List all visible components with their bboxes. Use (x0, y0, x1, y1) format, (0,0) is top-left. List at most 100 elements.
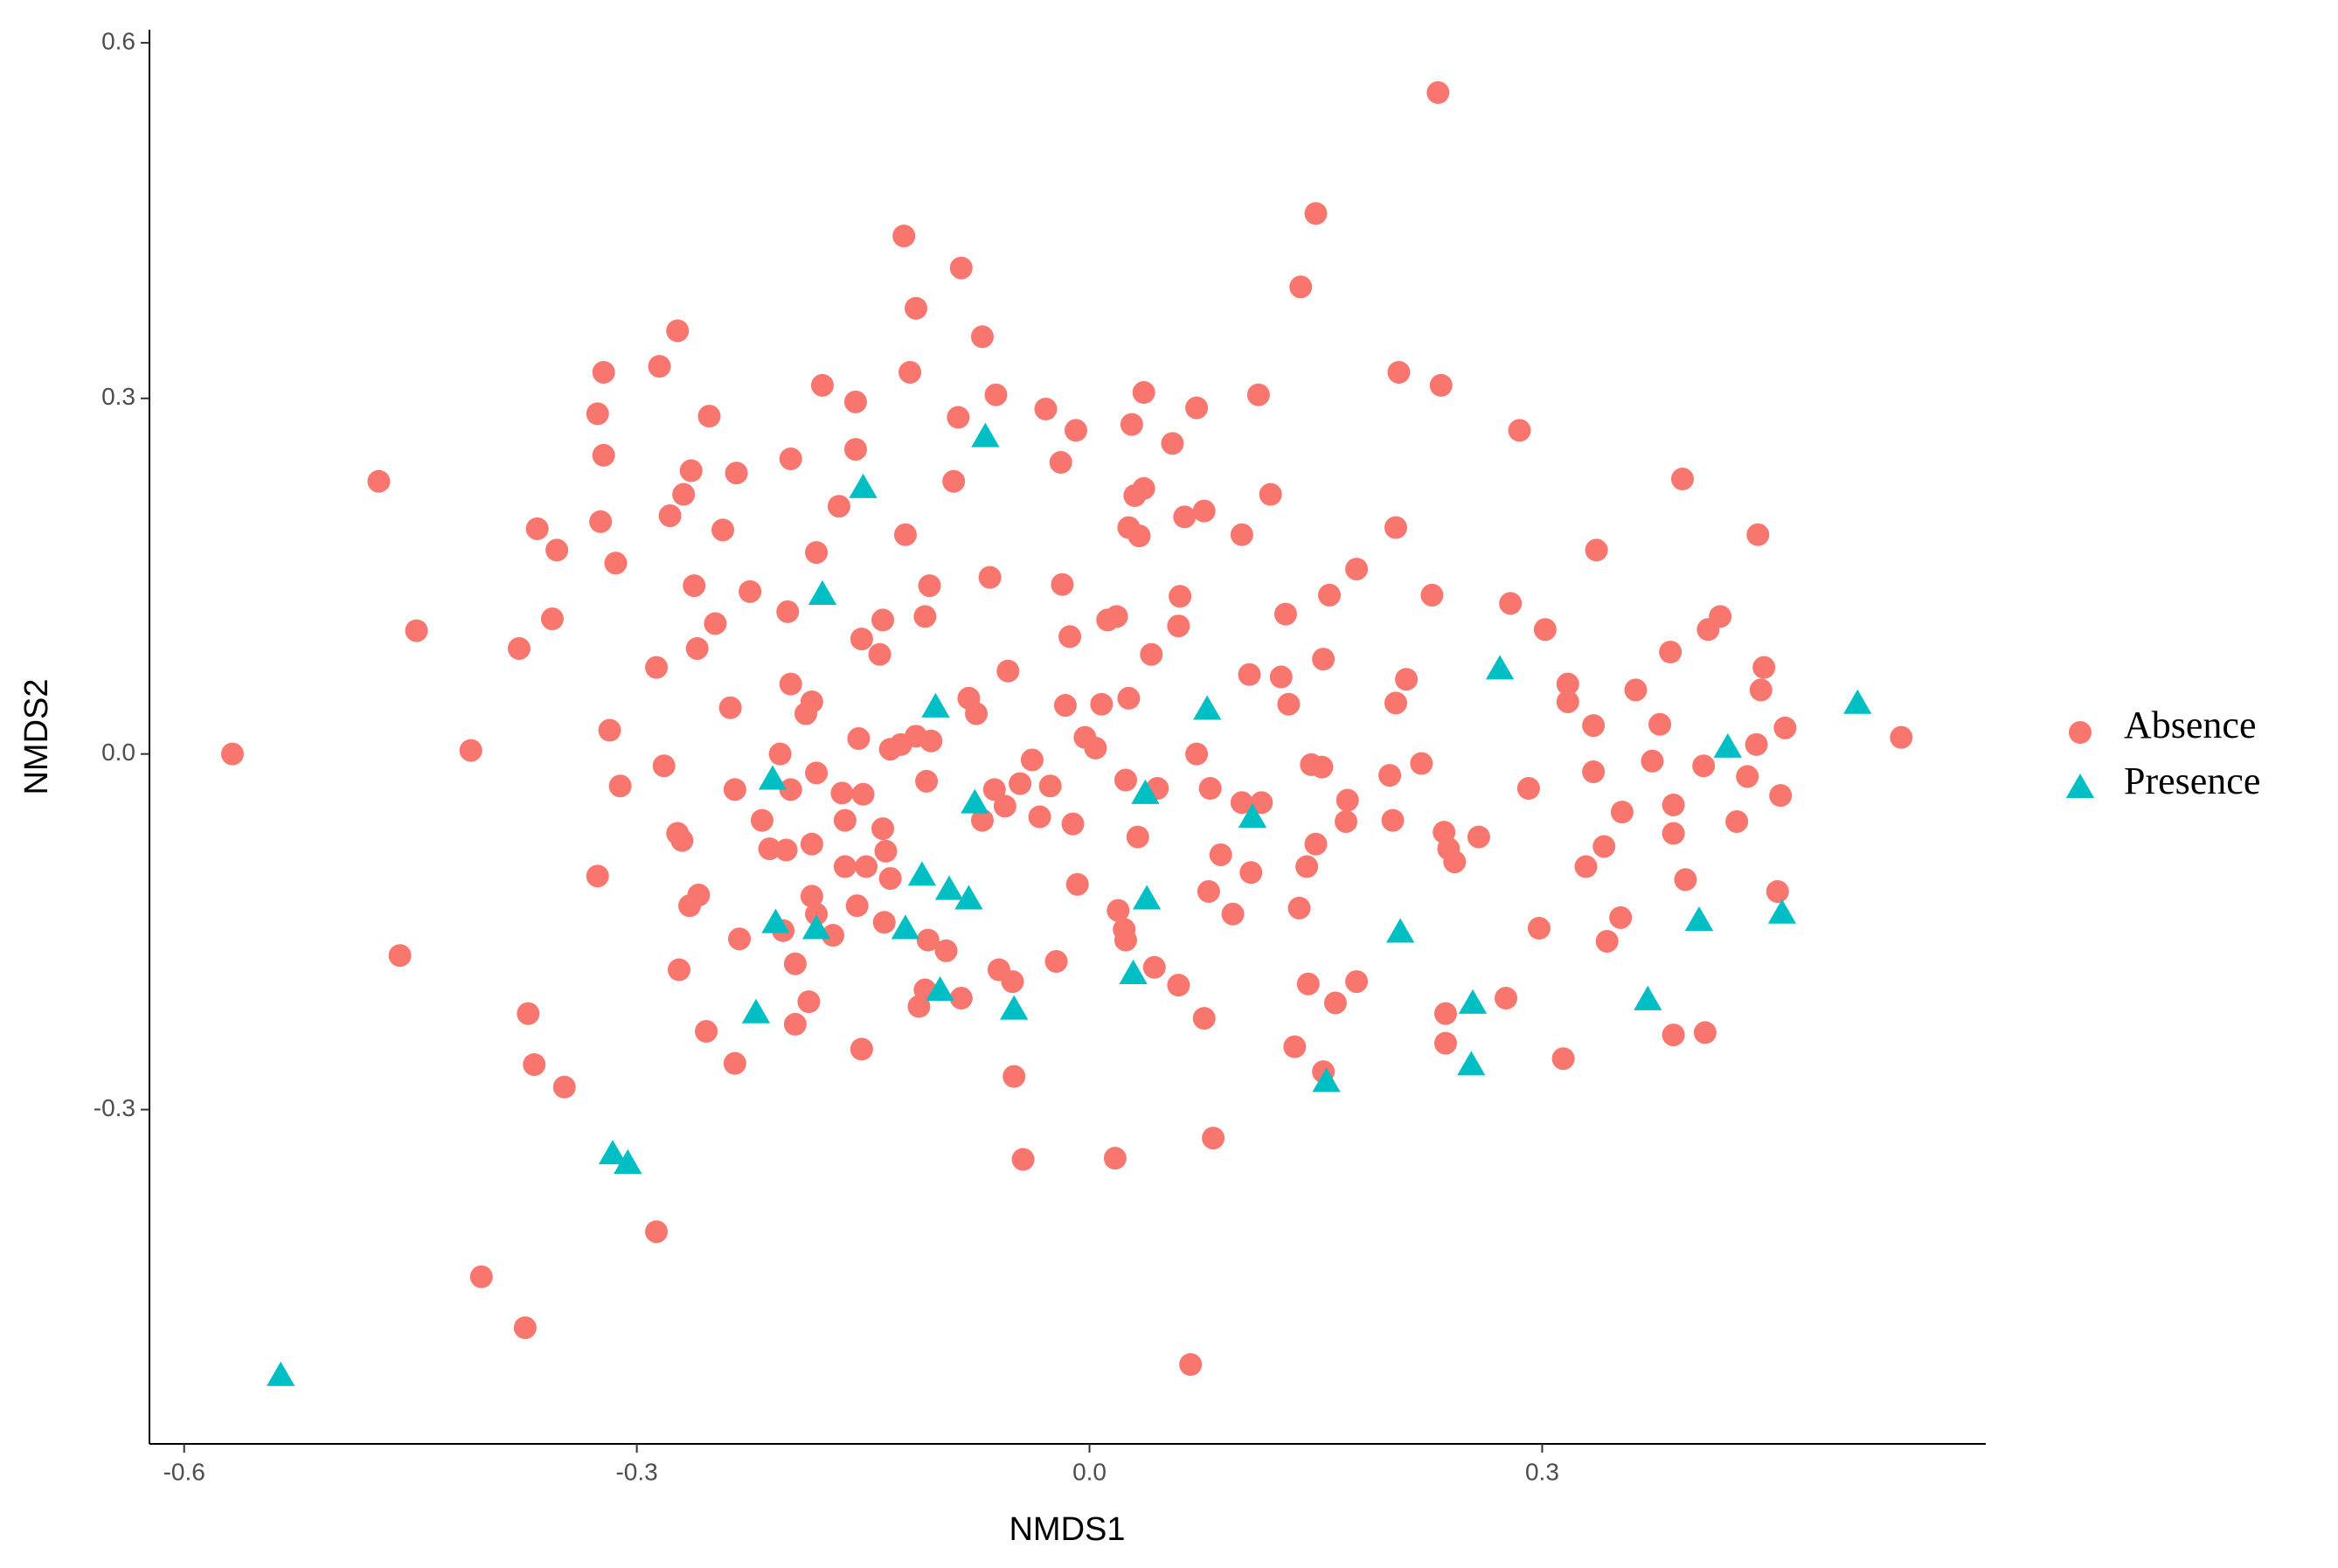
point (1296, 972, 1320, 996)
point (667, 958, 690, 982)
point (670, 829, 694, 852)
point (1610, 801, 1634, 824)
point (608, 774, 632, 798)
point (1495, 987, 1518, 1010)
point (761, 908, 790, 933)
point (1766, 879, 1789, 903)
point (1273, 602, 1297, 626)
point (645, 656, 669, 679)
point (893, 523, 917, 546)
point (768, 742, 792, 766)
point (1890, 725, 1913, 749)
point (1126, 825, 1149, 849)
point (1179, 1353, 1203, 1377)
point (805, 541, 829, 565)
point (1387, 360, 1411, 384)
point (1433, 1031, 1457, 1055)
point (805, 761, 829, 785)
point (1582, 714, 1606, 738)
point (915, 769, 939, 793)
point (947, 406, 970, 429)
point (750, 808, 774, 832)
point (592, 443, 615, 467)
point (1113, 768, 1137, 792)
point (1674, 868, 1697, 892)
point (810, 373, 834, 397)
point (1386, 918, 1415, 943)
point (797, 990, 821, 1014)
point (1420, 583, 1444, 607)
point (871, 817, 895, 841)
point (805, 902, 829, 926)
point (800, 832, 823, 856)
point (367, 469, 391, 493)
point (1533, 618, 1557, 642)
point (1345, 970, 1369, 994)
point (1634, 985, 1662, 1010)
legend-label: Presence (2124, 760, 2260, 802)
point (1185, 742, 1209, 766)
point (970, 325, 994, 349)
point (1140, 642, 1163, 666)
point (598, 718, 621, 742)
point (725, 461, 748, 485)
point (1527, 917, 1551, 940)
point (1250, 791, 1273, 815)
point (1169, 585, 1192, 608)
point (685, 636, 709, 660)
y-tick-label: 0.0 (101, 739, 135, 766)
point (741, 998, 771, 1023)
point (1065, 872, 1089, 896)
point (1000, 995, 1029, 1020)
point (1323, 991, 1347, 1015)
point (1103, 1147, 1127, 1170)
point (874, 839, 898, 863)
point (1662, 822, 1685, 845)
point (652, 754, 676, 778)
point (1107, 898, 1130, 922)
point (540, 607, 564, 631)
point (1345, 558, 1369, 581)
point (1001, 970, 1024, 994)
point (892, 224, 916, 247)
point (855, 855, 878, 878)
point (604, 552, 628, 575)
point (783, 1012, 807, 1036)
point (783, 952, 807, 975)
point (1221, 902, 1245, 926)
point (904, 296, 927, 320)
point (614, 1148, 642, 1174)
point (1197, 879, 1220, 903)
point (1624, 678, 1648, 702)
point (1132, 885, 1162, 910)
point (1457, 1051, 1486, 1076)
point (586, 864, 609, 888)
x-tick-label: -0.3 (615, 1458, 657, 1485)
point (1592, 835, 1616, 858)
point (1485, 655, 1515, 680)
point (982, 778, 1006, 801)
point (1749, 678, 1773, 702)
point (1120, 413, 1143, 436)
point (993, 794, 1016, 818)
point (704, 612, 727, 635)
point (1058, 625, 1082, 649)
point (1556, 672, 1579, 696)
point (523, 1053, 546, 1077)
point (1746, 523, 1770, 546)
point (1123, 484, 1147, 508)
point (723, 778, 746, 801)
point (1287, 896, 1311, 919)
point (1582, 760, 1606, 784)
point (833, 855, 857, 878)
point (843, 390, 867, 413)
point (970, 808, 994, 832)
point (1038, 774, 1062, 798)
x-axis-title: NMDS1 (1009, 1511, 1125, 1548)
point (934, 875, 964, 900)
point (718, 696, 742, 719)
point (872, 911, 896, 934)
point (1551, 1047, 1575, 1071)
point (1659, 641, 1682, 664)
point (405, 619, 428, 642)
